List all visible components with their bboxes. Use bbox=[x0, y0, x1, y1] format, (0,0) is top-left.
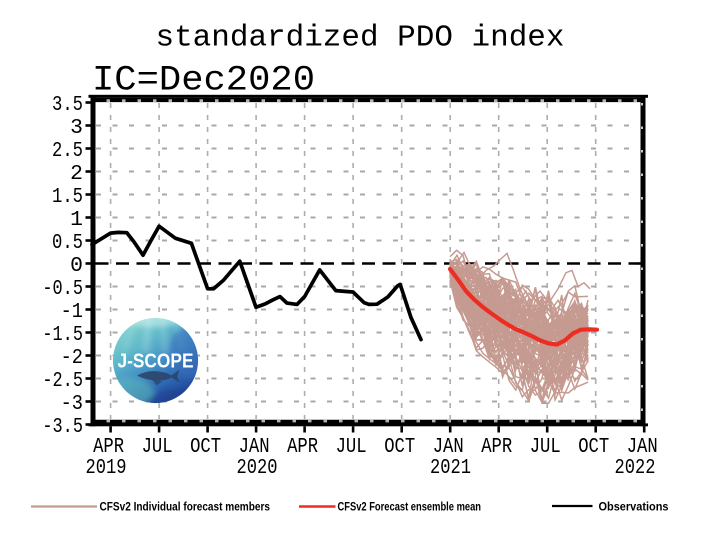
svg-text:-3.5: -3.5 bbox=[42, 416, 83, 439]
svg-text:1.5: 1.5 bbox=[52, 186, 83, 209]
svg-text:3.5: 3.5 bbox=[52, 94, 83, 117]
svg-text:-2.5: -2.5 bbox=[42, 370, 83, 393]
svg-text:2: 2 bbox=[70, 163, 83, 186]
svg-text:JAN: JAN bbox=[433, 436, 464, 459]
svg-text:OCT: OCT bbox=[190, 436, 221, 459]
svg-text:-0.5: -0.5 bbox=[42, 278, 83, 301]
svg-text:IC=Dec2020: IC=Dec2020 bbox=[92, 61, 315, 101]
svg-text:APR: APR bbox=[287, 436, 318, 459]
svg-text:1: 1 bbox=[70, 209, 83, 232]
svg-text:standardized PDO index: standardized PDO index bbox=[156, 21, 565, 56]
svg-text:Observations: Observations bbox=[599, 500, 669, 514]
svg-text:JAN: JAN bbox=[239, 436, 270, 459]
svg-text:OCT: OCT bbox=[578, 436, 609, 459]
svg-text:JUL: JUL bbox=[336, 436, 367, 459]
svg-text:J-SCOPE: J-SCOPE bbox=[118, 351, 194, 373]
svg-text:2020: 2020 bbox=[237, 457, 278, 480]
svg-text:CFSv2 Individual forecast memb: CFSv2 Individual forecast members bbox=[100, 500, 271, 514]
svg-text:-2: -2 bbox=[61, 347, 83, 370]
svg-text:-3: -3 bbox=[61, 393, 83, 416]
svg-text:JAN: JAN bbox=[627, 436, 658, 459]
svg-text:APR: APR bbox=[93, 436, 124, 459]
svg-text:2.5: 2.5 bbox=[52, 140, 83, 163]
svg-text:CFSv2 Forecast ensemble mean: CFSv2 Forecast ensemble mean bbox=[338, 500, 482, 514]
svg-text:3: 3 bbox=[70, 117, 83, 140]
svg-text:2021: 2021 bbox=[430, 457, 471, 480]
svg-text:-1.5: -1.5 bbox=[42, 324, 83, 347]
svg-text:0: 0 bbox=[70, 255, 83, 278]
svg-text:APR: APR bbox=[481, 436, 512, 459]
svg-text:2022: 2022 bbox=[615, 457, 656, 480]
svg-text:0.5: 0.5 bbox=[52, 232, 83, 255]
svg-text:JUL: JUL bbox=[142, 436, 173, 459]
svg-text:2019: 2019 bbox=[86, 457, 127, 480]
svg-text:OCT: OCT bbox=[384, 436, 415, 459]
svg-text:-1: -1 bbox=[61, 301, 83, 324]
svg-text:JUL: JUL bbox=[530, 436, 561, 459]
